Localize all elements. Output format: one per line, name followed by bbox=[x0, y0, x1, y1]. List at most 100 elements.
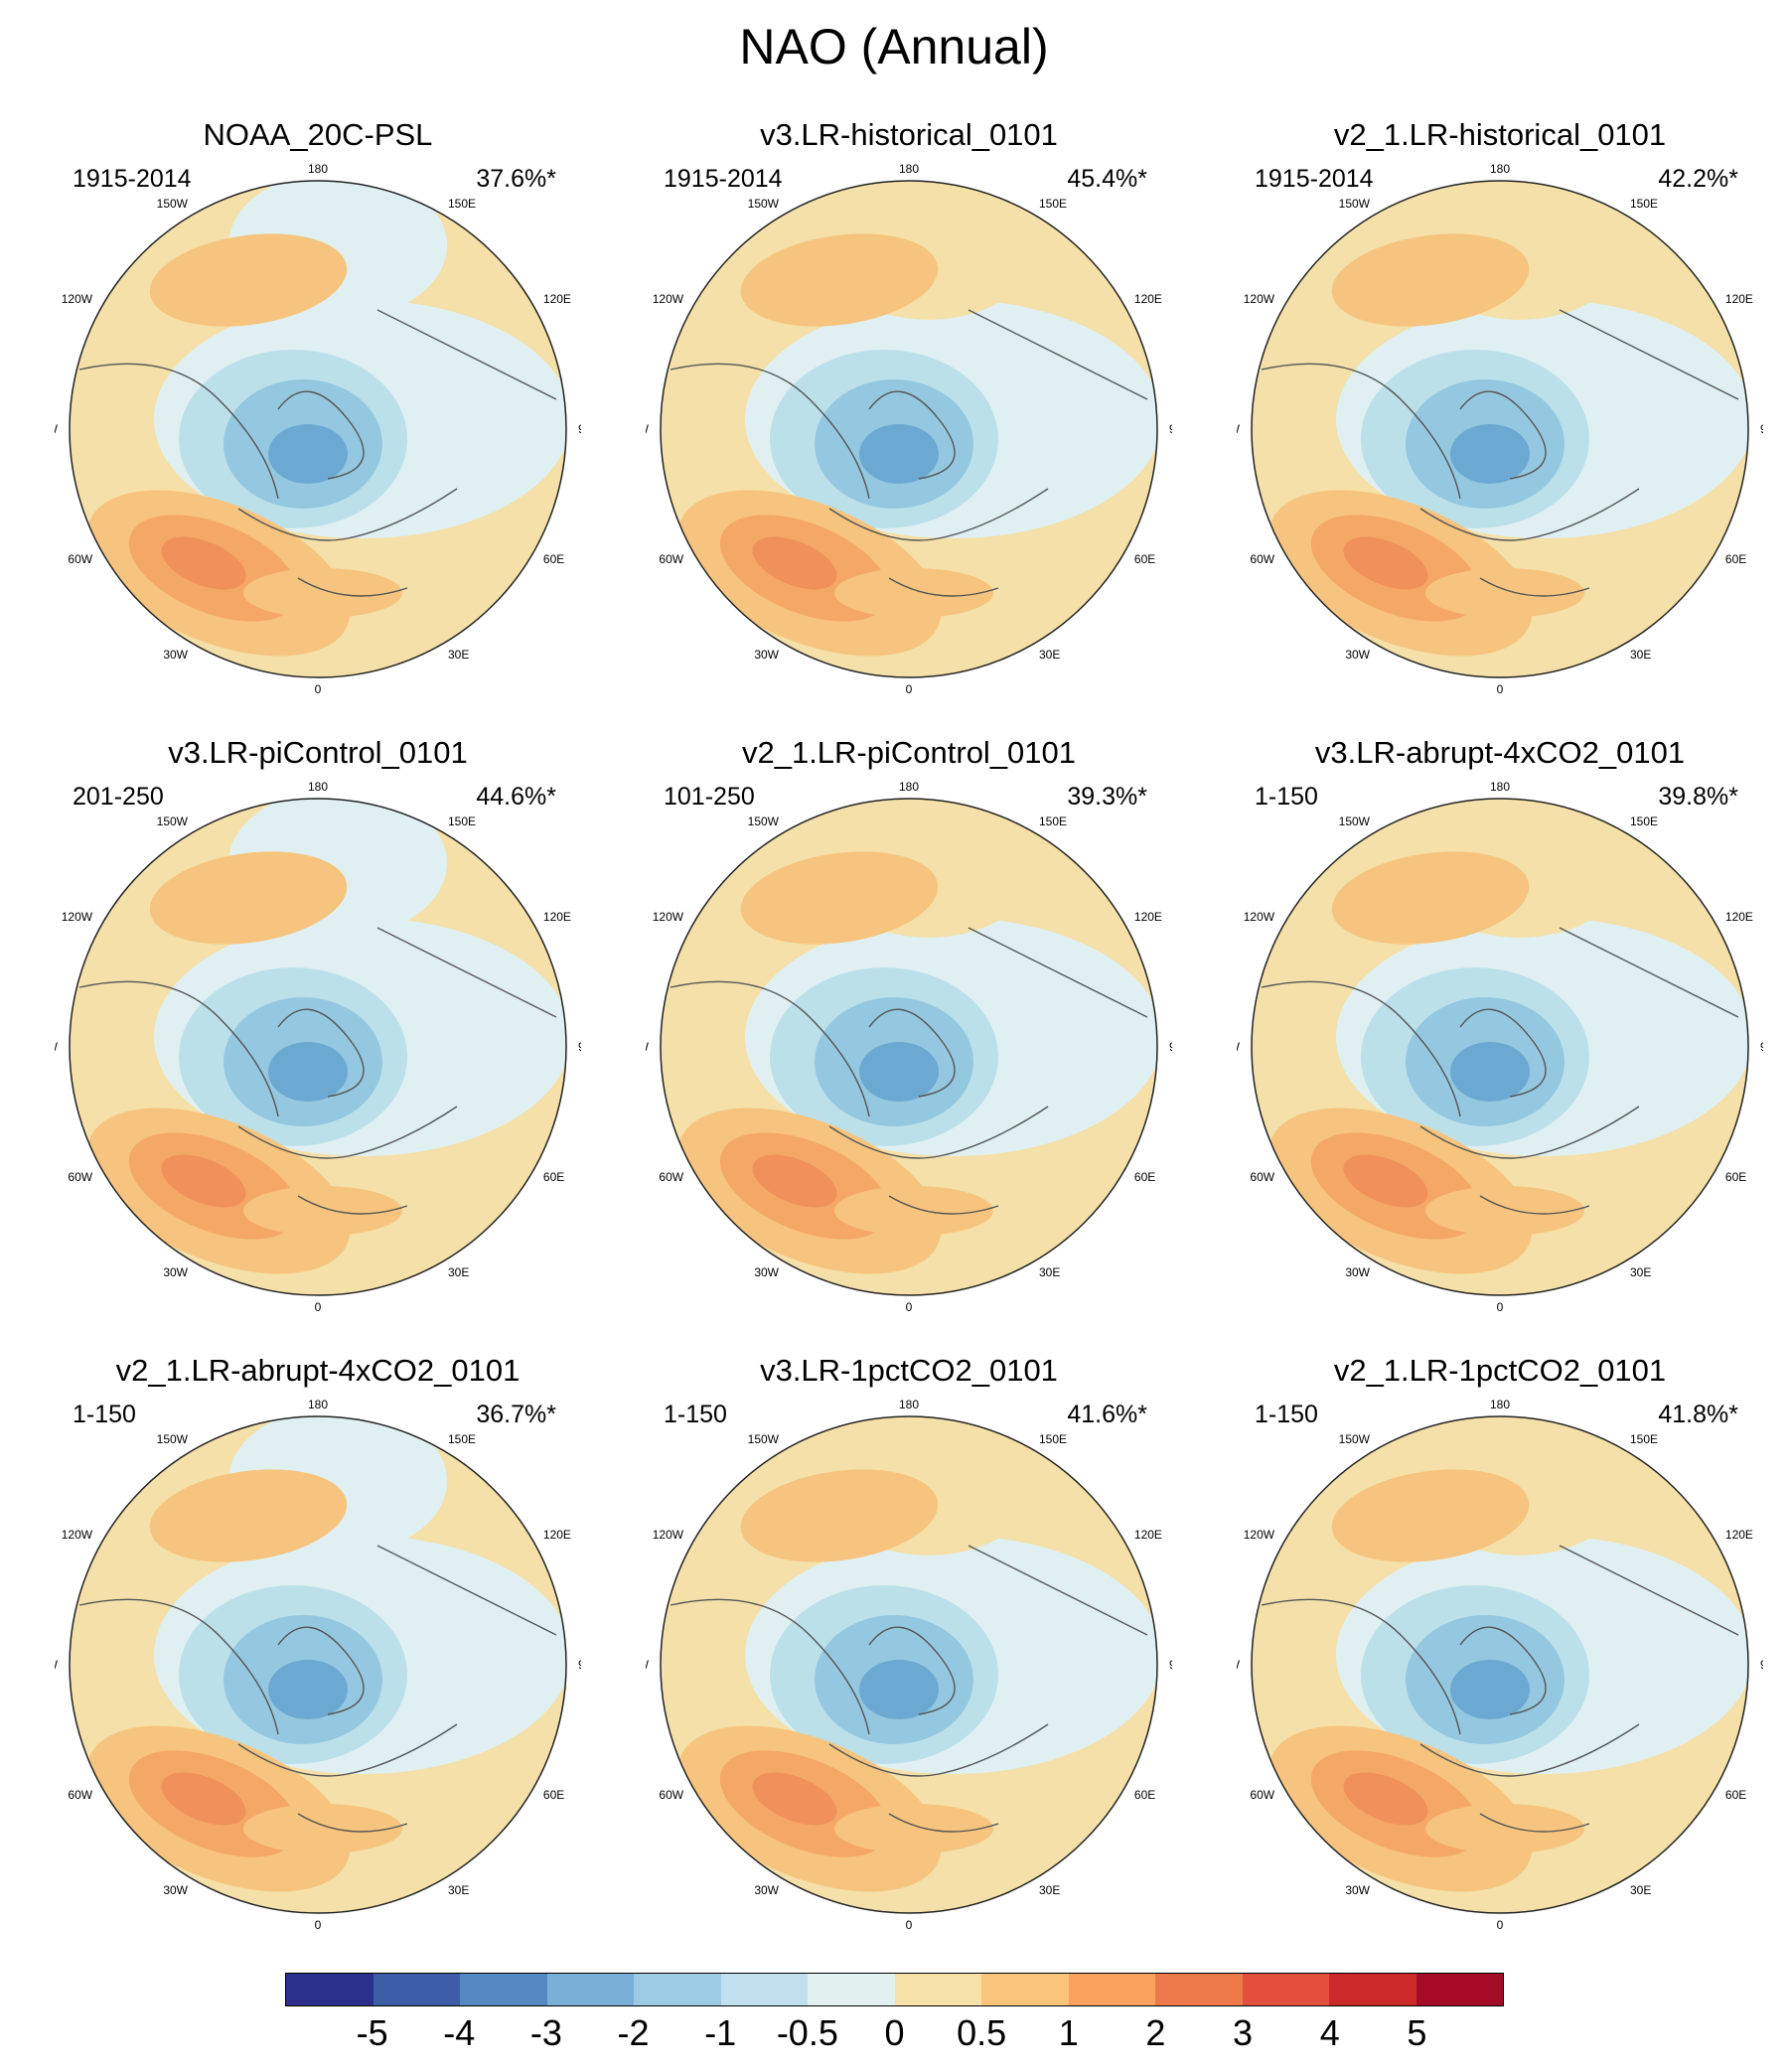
colorbar-tick-label: -1 bbox=[704, 2012, 737, 2053]
colorbar-tick-label: -5 bbox=[356, 2012, 388, 2053]
map-panel: v3.LR-1pctCO2_0101 1-150 41.6%* 180 150E 120E… bbox=[611, 1353, 1207, 1969]
panel-period: 1915-2014 bbox=[1255, 165, 1374, 193]
panel-variance: 41.8%* bbox=[1658, 1401, 1738, 1428]
panel-period: 201-250 bbox=[73, 783, 164, 811]
panel-title: v3.LR-1pctCO2_0101 bbox=[760, 1353, 1058, 1388]
colorbar-tick-label: -3 bbox=[529, 2012, 562, 2053]
colorbar bbox=[285, 1973, 1504, 2006]
longitude-label: 90E bbox=[578, 1040, 581, 1054]
longitude-label: 180 bbox=[899, 780, 919, 794]
colorbar-swatch bbox=[634, 1974, 721, 2005]
longitude-label: 150W bbox=[748, 814, 780, 828]
longitude-label: 150W bbox=[157, 197, 189, 211]
panel-period: 1915-2014 bbox=[73, 165, 192, 193]
longitude-label: 90E bbox=[1169, 1040, 1172, 1054]
longitude-label: 120W bbox=[653, 910, 684, 924]
longitude-label: 30E bbox=[1630, 648, 1651, 662]
map-panel: v2_1.LR-abrupt-4xCO2_0101 1-150 36.7%* 180 1… bbox=[20, 1353, 616, 1969]
anomaly-field bbox=[1252, 181, 1748, 677]
longitude-label: 150E bbox=[1039, 1432, 1067, 1446]
longitude-label: 60E bbox=[543, 552, 564, 566]
colorbar-tick-label: 1 bbox=[1058, 2012, 1079, 2053]
coastlines bbox=[78, 1545, 557, 1833]
longitude-label: 120W bbox=[1244, 910, 1275, 924]
map-panel: v3.LR-historical_0101 1915-2014 45.4%* 180 1… bbox=[611, 117, 1207, 733]
colorbar-swatch bbox=[1242, 1974, 1329, 2005]
colorbar-swatch bbox=[720, 1974, 808, 2005]
figure-title: NAO (Annual) bbox=[739, 19, 1049, 74]
longitude-label: 30W bbox=[163, 648, 188, 662]
anomaly-field bbox=[1252, 799, 1748, 1295]
longitude-label: 90W bbox=[646, 422, 650, 436]
longitude-label: 30W bbox=[1345, 1265, 1370, 1279]
longitude-label: 150W bbox=[1339, 1432, 1371, 1446]
longitude-label: 60E bbox=[1725, 1788, 1746, 1802]
longitude-label: 60W bbox=[68, 1788, 92, 1802]
longitude-label: 30E bbox=[448, 648, 469, 662]
panel-variance: 39.3%* bbox=[1067, 783, 1147, 811]
longitude-label: 30W bbox=[163, 1265, 188, 1279]
longitude-label: 0 bbox=[315, 682, 322, 695]
anomaly-field bbox=[70, 799, 566, 1295]
longitude-label: 90E bbox=[1760, 1658, 1763, 1672]
longitude-label: 180 bbox=[308, 780, 328, 794]
longitude-label: 60E bbox=[1134, 552, 1155, 566]
longitude-label: 30W bbox=[754, 1883, 779, 1897]
longitude-label: 30E bbox=[1630, 1265, 1651, 1279]
panel-title: v2_1.LR-1pctCO2_0101 bbox=[1333, 1353, 1667, 1388]
longitude-label: 0 bbox=[315, 1300, 322, 1313]
longitude-label: 150E bbox=[448, 814, 476, 828]
longitude-label: 30E bbox=[1039, 1883, 1060, 1897]
longitude-label: 0 bbox=[1497, 1918, 1504, 1931]
polar-map: 180 150E 120E 90E 60E 30E 0 30W 60W 90W 120W 150W bbox=[646, 1398, 1172, 1931]
panel-title: v2_1.LR-abrupt-4xCO2_0101 bbox=[115, 1353, 521, 1388]
longitude-label: 150E bbox=[1039, 814, 1067, 828]
panel-title: v2_1.LR-piControl_0101 bbox=[741, 735, 1077, 770]
map-panel: v2_1.LR-piControl_0101 101-250 39.3%* 180 15… bbox=[611, 735, 1207, 1351]
panel-variance: 41.6%* bbox=[1067, 1401, 1147, 1428]
longitude-label: 30E bbox=[448, 1265, 469, 1279]
longitude-label: 0 bbox=[906, 1300, 913, 1313]
map-border bbox=[69, 798, 567, 1296]
longitude-label: 180 bbox=[1490, 780, 1510, 794]
longitude-label: 150W bbox=[1339, 197, 1371, 211]
longitude-label: 90E bbox=[578, 1658, 581, 1672]
longitude-label: 150E bbox=[448, 1432, 476, 1446]
coastlines bbox=[670, 1545, 1148, 1833]
longitude-label: 180 bbox=[1490, 1398, 1510, 1411]
longitude-label: 60W bbox=[68, 552, 92, 566]
longitude-label: 0 bbox=[906, 682, 913, 695]
longitude-label: 150E bbox=[1630, 814, 1658, 828]
longitude-label: 90E bbox=[1760, 1040, 1763, 1054]
longitude-label: 180 bbox=[308, 1398, 328, 1411]
longitude-label: 90W bbox=[646, 1040, 650, 1054]
coastlines bbox=[670, 309, 1148, 597]
panel-period: 1915-2014 bbox=[664, 165, 783, 193]
longitude-label: 60E bbox=[543, 1788, 564, 1802]
colorbar-swatch bbox=[1155, 1974, 1243, 2005]
longitude-label: 90E bbox=[1169, 1658, 1172, 1672]
longitude-label: 30W bbox=[1345, 648, 1370, 662]
panel-title: v3.LR-historical_0101 bbox=[760, 117, 1058, 152]
panel-period: 101-250 bbox=[664, 783, 755, 811]
map-border bbox=[69, 180, 567, 678]
longitude-label: 0 bbox=[315, 1918, 322, 1931]
map-border bbox=[660, 180, 1158, 678]
colorbar-swatch bbox=[808, 1974, 895, 2005]
panel-title: v2_1.LR-historical_0101 bbox=[1333, 117, 1667, 152]
longitude-label: 120E bbox=[543, 292, 571, 306]
longitude-label: 120W bbox=[62, 1528, 93, 1542]
map-border bbox=[1251, 180, 1749, 678]
panel-variance: 39.8%* bbox=[1658, 783, 1738, 811]
longitude-label: 30E bbox=[1630, 1883, 1651, 1897]
panel-title: v3.LR-abrupt-4xCO2_0101 bbox=[1314, 735, 1686, 770]
longitude-label: 0 bbox=[906, 1918, 913, 1931]
map-panel: v2_1.LR-historical_0101 1915-2014 42.2%* 18… bbox=[1202, 117, 1788, 733]
longitude-label: 120E bbox=[543, 910, 571, 924]
panel-variance: 42.2%* bbox=[1658, 165, 1738, 193]
longitude-label: 90W bbox=[55, 422, 59, 436]
longitude-label: 90W bbox=[55, 1658, 59, 1672]
map-panel: v2_1.LR-1pctCO2_0101 1-150 41.8%* 180 150E 12… bbox=[1202, 1353, 1788, 1969]
longitude-label: 60E bbox=[1134, 1170, 1155, 1184]
coastlines bbox=[1261, 927, 1739, 1215]
